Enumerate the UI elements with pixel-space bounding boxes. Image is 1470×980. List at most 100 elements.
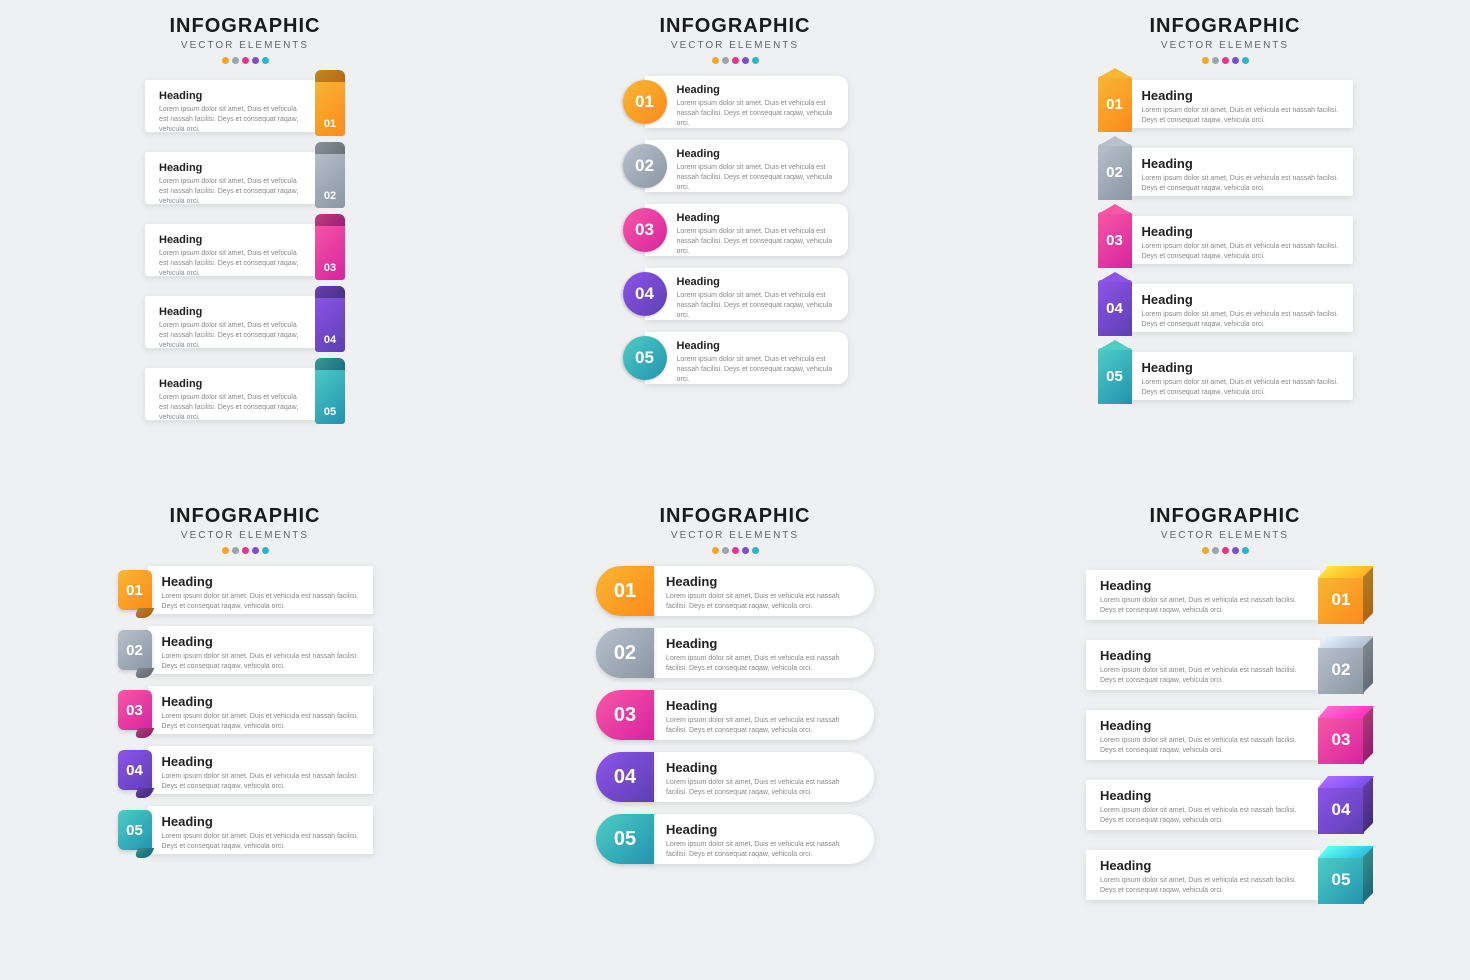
item-heading: Heading bbox=[666, 760, 860, 775]
panel-subtitle: VECTOR ELEMENTS bbox=[671, 40, 799, 51]
dot bbox=[1232, 547, 1239, 554]
panel-title: INFOGRAPHIC bbox=[170, 15, 321, 38]
number-cube: 02 bbox=[1318, 636, 1364, 694]
item-heading: Heading bbox=[677, 84, 836, 96]
item-body: Lorem ipsum dolor sit amet, Duis et vehi… bbox=[1100, 736, 1306, 756]
list-item: Heading Lorem ipsum dolor sit amet, Duis … bbox=[145, 76, 345, 136]
list-item: .rowC:nth-child(4) .bm::before{border-bo… bbox=[1098, 280, 1353, 336]
item-body: Lorem ipsum dolor sit amet, Duis et vehi… bbox=[159, 249, 305, 278]
item-body: Lorem ipsum dolor sit amet, Duis et vehi… bbox=[666, 778, 860, 798]
number-badge: 05 bbox=[118, 810, 152, 850]
number-ribbon: 04 bbox=[315, 292, 345, 352]
item-heading: Heading bbox=[1142, 88, 1339, 103]
list-item: Heading Lorem ipsum dolor sit amet, Duis … bbox=[1086, 776, 1364, 834]
dot bbox=[262, 547, 269, 554]
number-badge: 04 bbox=[118, 750, 152, 790]
item-heading: Heading bbox=[1142, 292, 1339, 307]
number-cube: 05 bbox=[1318, 846, 1364, 904]
item-body: Lorem ipsum dolor sit amet, Duis et vehi… bbox=[159, 105, 305, 134]
dot bbox=[1202, 547, 1209, 554]
list-item: 01 HeadingLorem ipsum dolor sit amet, Du… bbox=[118, 566, 373, 614]
list-item: 01 Heading Lorem ipsum dolor sit amet, Du… bbox=[623, 76, 848, 128]
list-item: HeadingLorem ipsum dolor sit amet, Duis … bbox=[1086, 706, 1364, 764]
dot bbox=[232, 57, 239, 64]
number-circle: 05 bbox=[623, 336, 667, 380]
item-body: Lorem ipsum dolor sit amet, Duis et vehi… bbox=[677, 163, 836, 192]
number-ribbon: 05 bbox=[315, 364, 345, 424]
list-item: 04 HeadingLorem ipsum dolor sit amet, Du… bbox=[623, 268, 848, 320]
list-item: 01 HeadingLorem ipsum dolor sit amet, Du… bbox=[596, 566, 874, 616]
list-item: HeadingLorem ipsum dolor sit amet, Duis … bbox=[145, 148, 345, 208]
panel-C: INFOGRAPHIC VECTOR ELEMENTS .rowC:nth-ch… bbox=[980, 0, 1470, 490]
item-body: Lorem ipsum dolor sit amet, Duis et vehi… bbox=[1100, 666, 1306, 686]
item-body: Lorem ipsum dolor sit amet, Duis et vehi… bbox=[159, 321, 305, 350]
dot bbox=[262, 57, 269, 64]
item-list: 01 HeadingLorem ipsum dolor sit amet, Du… bbox=[0, 566, 490, 854]
item-heading: Heading bbox=[666, 698, 860, 713]
item-body: Lorem ipsum dolor sit amet, Duis et vehi… bbox=[666, 716, 860, 736]
item-heading: Heading bbox=[162, 814, 359, 829]
list-item: .rowC:nth-child(3) .bm::before{border-bo… bbox=[1098, 212, 1353, 268]
list-item: .rowC:nth-child(5) .bm::before{border-bo… bbox=[1098, 348, 1353, 404]
number-circle: 04 bbox=[623, 272, 667, 316]
dot bbox=[1212, 547, 1219, 554]
dot bbox=[1222, 547, 1229, 554]
item-heading: Heading bbox=[159, 378, 305, 390]
item-heading: Heading bbox=[677, 148, 836, 160]
dot bbox=[742, 57, 749, 64]
item-list: 01 Heading Lorem ipsum dolor sit amet, Du… bbox=[490, 76, 980, 384]
dot bbox=[1242, 57, 1249, 64]
item-body: Lorem ipsum dolor sit amet, Duis et vehi… bbox=[162, 832, 359, 852]
panel-subtitle: VECTOR ELEMENTS bbox=[1161, 40, 1289, 51]
item-body: Lorem ipsum dolor sit amet, Duis et vehi… bbox=[1100, 596, 1306, 616]
item-heading: Heading bbox=[677, 212, 836, 224]
number-tab: 01 bbox=[596, 566, 654, 616]
number-cube: 01 bbox=[1318, 566, 1364, 624]
number-bookmark: .rowC:nth-child(4) .bm::before{border-bo… bbox=[1098, 280, 1132, 336]
color-dots bbox=[1202, 57, 1249, 64]
dot bbox=[252, 57, 259, 64]
number-ribbon: 02 bbox=[315, 148, 345, 208]
item-heading: Heading bbox=[162, 754, 359, 769]
item-heading: Heading bbox=[1100, 648, 1306, 663]
list-item: Heading Lorem ipsum dolor sit amet, Duis … bbox=[1086, 636, 1364, 694]
item-heading: Heading bbox=[1100, 788, 1306, 803]
list-item: 02 HeadingLorem ipsum dolor sit amet, Du… bbox=[623, 140, 848, 192]
list-item: Heading Lorem ipsum dolor sit amet, Duis … bbox=[1086, 566, 1364, 624]
dot bbox=[752, 547, 759, 554]
number-circle: 01 bbox=[623, 80, 667, 124]
dot bbox=[712, 547, 719, 554]
item-heading: Heading bbox=[1142, 156, 1339, 171]
panel-D: INFOGRAPHIC VECTOR ELEMENTS 01 HeadingLo… bbox=[0, 490, 490, 980]
dot bbox=[732, 547, 739, 554]
item-body: Lorem ipsum dolor sit amet, Duis et vehi… bbox=[1100, 876, 1306, 896]
dot bbox=[252, 547, 259, 554]
item-heading: Heading bbox=[1100, 578, 1306, 593]
list-item: .rowC:nth-child(1) .bm::before{border-bo… bbox=[1098, 76, 1353, 132]
dot bbox=[722, 547, 729, 554]
item-body: Lorem ipsum dolor sit amet, Duis et vehi… bbox=[677, 355, 836, 384]
panel-title: INFOGRAPHIC bbox=[660, 15, 811, 38]
item-body: Lorem ipsum dolor sit amet, Duis et vehi… bbox=[666, 654, 860, 674]
item-heading: Heading bbox=[159, 234, 305, 246]
color-dots bbox=[712, 547, 759, 554]
item-heading: Heading bbox=[159, 90, 305, 102]
item-body: Lorem ipsum dolor sit amet, Duis et vehi… bbox=[677, 99, 836, 128]
item-heading: Heading bbox=[1142, 224, 1339, 239]
number-ribbon: 01 bbox=[315, 76, 345, 136]
dot bbox=[1232, 57, 1239, 64]
number-cube: 03 bbox=[1318, 706, 1364, 764]
number-bookmark: .rowC:nth-child(2) .bm::before{border-bo… bbox=[1098, 144, 1132, 200]
dot bbox=[242, 547, 249, 554]
item-heading: Heading bbox=[159, 306, 305, 318]
item-body: Lorem ipsum dolor sit amet, Duis et vehi… bbox=[1142, 174, 1339, 194]
number-cube: 04 bbox=[1318, 776, 1364, 834]
panel-subtitle: VECTOR ELEMENTS bbox=[181, 530, 309, 541]
item-heading: Heading bbox=[666, 636, 860, 651]
dot bbox=[732, 57, 739, 64]
item-list: Heading Lorem ipsum dolor sit amet, Duis … bbox=[0, 76, 490, 424]
list-item: Heading Lorem ipsum dolor sit amet, Duis … bbox=[145, 220, 345, 280]
item-heading: Heading bbox=[159, 162, 305, 174]
item-body: Lorem ipsum dolor sit amet, Duis et vehi… bbox=[1100, 806, 1306, 826]
dot bbox=[742, 547, 749, 554]
